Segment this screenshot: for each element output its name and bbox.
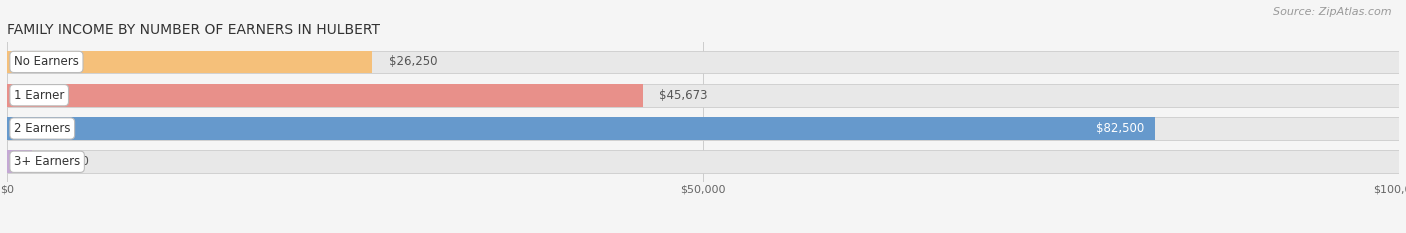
Bar bbox=[7, 51, 373, 73]
Text: 1 Earner: 1 Earner bbox=[14, 89, 65, 102]
Text: $0: $0 bbox=[75, 155, 89, 168]
Text: $45,673: $45,673 bbox=[659, 89, 709, 102]
Bar bbox=[7, 151, 32, 173]
Bar bbox=[7, 117, 1156, 140]
Text: Source: ZipAtlas.com: Source: ZipAtlas.com bbox=[1274, 7, 1392, 17]
Bar bbox=[7, 84, 643, 106]
Text: $82,500: $82,500 bbox=[1097, 122, 1144, 135]
Text: $26,250: $26,250 bbox=[389, 55, 437, 69]
Bar bbox=[7, 117, 1399, 140]
Bar bbox=[7, 151, 1399, 173]
Bar bbox=[7, 51, 1399, 73]
Text: 3+ Earners: 3+ Earners bbox=[14, 155, 80, 168]
Bar bbox=[7, 84, 1399, 106]
Text: No Earners: No Earners bbox=[14, 55, 79, 69]
Text: 2 Earners: 2 Earners bbox=[14, 122, 70, 135]
Text: FAMILY INCOME BY NUMBER OF EARNERS IN HULBERT: FAMILY INCOME BY NUMBER OF EARNERS IN HU… bbox=[7, 23, 380, 37]
